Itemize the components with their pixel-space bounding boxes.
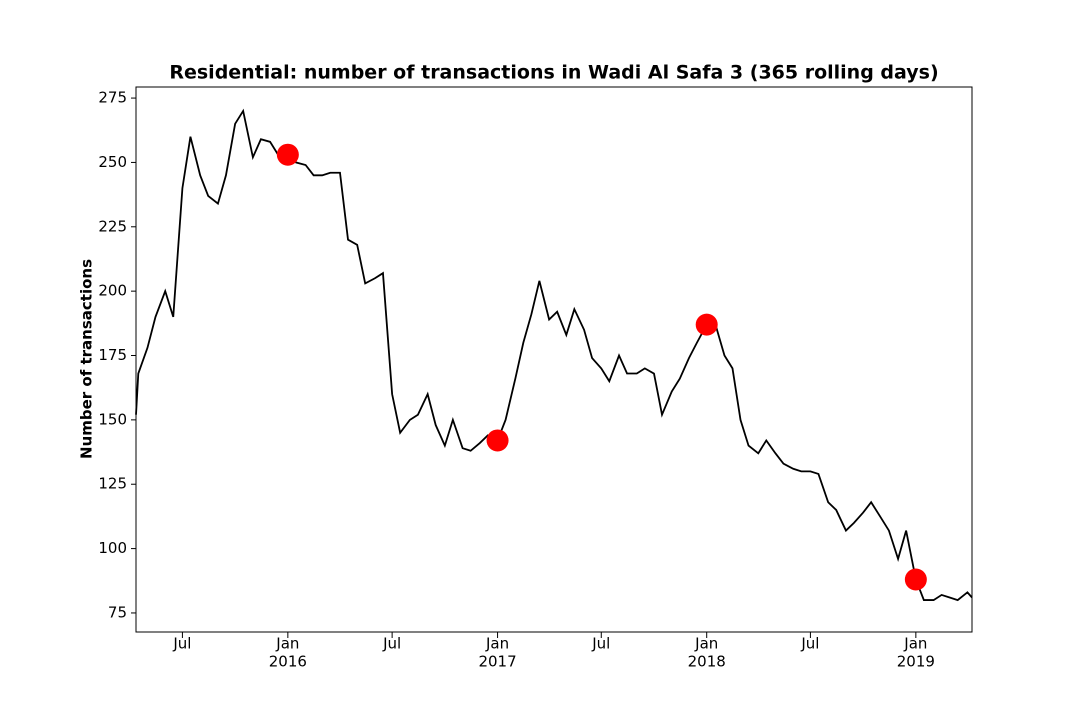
x-tick-label: Jul: [172, 635, 191, 653]
y-tick-label: 150: [98, 410, 127, 428]
marker: [276, 143, 299, 166]
plot-frame: [135, 86, 973, 633]
x-tick-year: 2019: [897, 653, 935, 671]
x-tick-label: Jul: [382, 635, 401, 653]
y-tick-label: 75: [108, 603, 127, 621]
chart-title: Residential: number of transactions in W…: [169, 62, 938, 84]
x-tick-label: Jan: [275, 635, 299, 653]
x-tick-label: Jan: [485, 635, 509, 653]
y-tick-label: 100: [98, 539, 127, 557]
marker: [695, 313, 718, 336]
x-tick-year: 2018: [688, 653, 726, 671]
y-tick-label: 225: [98, 217, 127, 235]
x-tick-label: Jul: [591, 635, 610, 653]
y-tick-label: 250: [98, 153, 127, 171]
x-tick-label: Jul: [800, 635, 819, 653]
marker: [486, 429, 509, 452]
x-tick-year: 2016: [269, 653, 307, 671]
y-tick-label: 125: [98, 475, 127, 493]
x-tick-label: Jan: [903, 635, 927, 653]
x-tick-label: Jan: [694, 635, 718, 653]
marker: [904, 568, 927, 591]
y-tick-label: 200: [98, 282, 127, 300]
y-tick-label: 275: [98, 89, 127, 107]
y-axis-label: Number of transactions: [78, 259, 96, 459]
x-tick-year: 2017: [478, 653, 516, 671]
y-tick-label: 175: [98, 346, 127, 364]
line: [135, 108, 973, 602]
